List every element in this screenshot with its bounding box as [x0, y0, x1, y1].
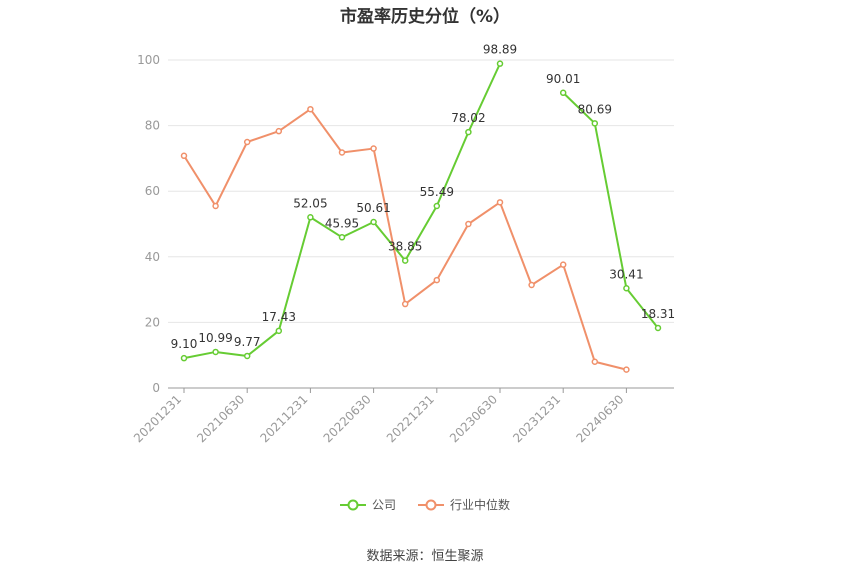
data-label: 55.49 — [420, 185, 454, 199]
data-label: 17.43 — [262, 310, 296, 324]
legend-item-industry-median[interactable]: 行业中位数 — [418, 496, 510, 513]
point-marker-1 — [180, 152, 188, 160]
point-marker-1 — [307, 105, 314, 113]
point-marker-0 — [591, 120, 599, 127]
y-tick-label: 100 — [137, 53, 160, 67]
point-marker-0 — [433, 202, 441, 210]
y-tick-label: 60 — [145, 184, 160, 198]
y-tick-label: 40 — [145, 250, 160, 264]
point-marker-1 — [623, 366, 630, 373]
point-marker-1 — [559, 261, 567, 268]
x-tick-label: 20230630 — [447, 392, 500, 445]
point-marker-1 — [275, 127, 283, 135]
point-marker-1 — [338, 149, 346, 156]
point-marker-0 — [212, 348, 219, 356]
data-label: 80.69 — [578, 102, 612, 116]
data-label: 45.95 — [325, 216, 359, 230]
data-label: 52.05 — [293, 196, 327, 210]
x-tick-label: 20211231 — [257, 392, 310, 445]
point-marker-0 — [370, 218, 377, 226]
y-tick-label: 20 — [145, 315, 160, 329]
point-marker-0 — [401, 257, 409, 264]
series-line-0 — [183, 63, 501, 360]
y-tick-label: 0 — [152, 381, 160, 395]
x-tick-label: 20210630 — [194, 392, 247, 445]
point-marker-1 — [465, 220, 472, 228]
x-tick-label: 20201231 — [131, 392, 184, 445]
data-label: 30.41 — [609, 267, 643, 281]
y-tick-label: 80 — [145, 119, 160, 133]
data-label: 90.01 — [546, 72, 580, 86]
point-marker-1 — [433, 276, 441, 284]
point-marker-1 — [591, 358, 599, 366]
point-marker-0 — [243, 352, 251, 360]
legend-industry-label: 行业中位数 — [450, 498, 511, 512]
data-label: 9.77 — [234, 335, 261, 349]
point-marker-0 — [338, 234, 346, 241]
data-label: 9.10 — [171, 337, 198, 351]
data-label: 10.99 — [198, 331, 232, 345]
data-label: 98.89 — [483, 43, 517, 57]
series-line-0 — [562, 92, 659, 329]
legend-industry-marker — [418, 499, 444, 510]
point-marker-0 — [307, 214, 314, 221]
x-tick-label: 20240630 — [573, 392, 626, 445]
legend-item-company[interactable]: 公司 — [339, 496, 396, 513]
legend-company-label: 公司 — [371, 498, 396, 512]
series-lines — [180, 60, 662, 373]
data-label: 18.31 — [641, 307, 675, 321]
point-marker-0 — [496, 60, 504, 67]
point-marker-1 — [243, 138, 251, 146]
point-marker-0 — [465, 128, 472, 136]
point-marker-1 — [401, 300, 409, 308]
grid-lines — [168, 59, 674, 323]
x-tick-label: 20220630 — [321, 392, 374, 445]
point-marker-1 — [370, 145, 377, 152]
data-label: 38.85 — [388, 240, 422, 254]
data-label: 78.02 — [451, 111, 485, 125]
data-source: 数据来源：恒生聚源 — [366, 549, 484, 564]
legend-company-marker — [339, 499, 366, 510]
point-marker-0 — [180, 354, 188, 362]
point-marker-1 — [212, 202, 219, 210]
point-marker-0 — [623, 285, 630, 292]
point-marker-1 — [496, 199, 504, 206]
data-label: 50.61 — [356, 201, 390, 215]
x-tick-label: 20221231 — [384, 392, 437, 445]
point-marker-0 — [559, 89, 567, 97]
x-tick-label: 20231231 — [510, 392, 563, 445]
point-marker-0 — [275, 327, 283, 335]
point-marker-0 — [654, 324, 662, 332]
legend: 公司 行业中位数 — [0, 496, 850, 513]
chart-title: 市盈率历史分位（%） — [339, 7, 511, 27]
point-marker-1 — [528, 281, 535, 289]
